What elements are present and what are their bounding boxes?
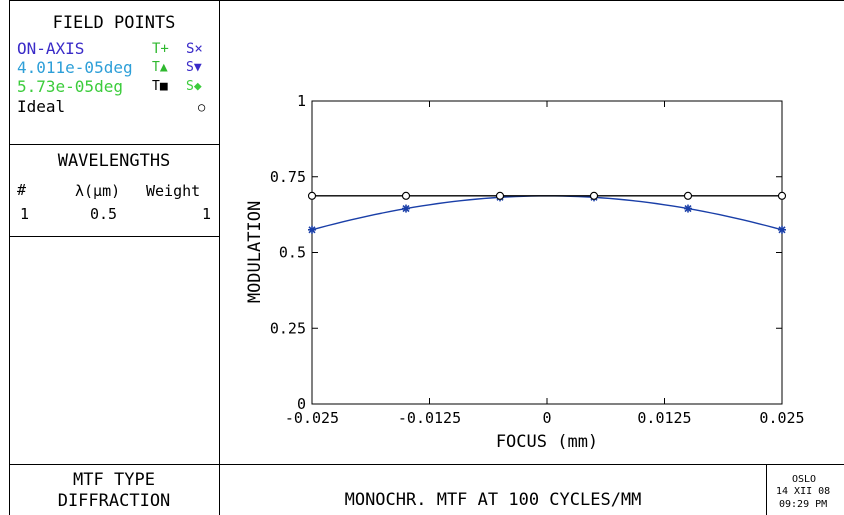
x-axis-label: FOCUS (mm) <box>496 432 598 452</box>
plot-caption: MONOCHR. MTF AT 100 CYCLES/MM <box>344 490 642 510</box>
wavelengths-title: WAVELENGTHS <box>57 151 171 171</box>
mtf-type-value: DIFFRACTION <box>57 491 171 511</box>
wavelength-header-weight: Weight <box>146 182 201 200</box>
field-points-title: FIELD POINTS <box>52 13 176 33</box>
mtf-point <box>308 225 316 234</box>
x-tick-label: 0 <box>542 409 551 427</box>
mtf-point <box>402 204 410 213</box>
x-tick-label: 0.025 <box>759 409 804 427</box>
x-tick-label: -0.025 <box>285 409 339 427</box>
mtf-through-focus-chart: -0.025 -0.0125 0 0.0125 0.025 0 0.25 0.5 0.75 1 F… <box>245 92 805 452</box>
mtf-point <box>778 225 786 234</box>
series-line <box>311 195 783 231</box>
sidebar-divider <box>219 0 220 515</box>
field-row-ideal-label: Ideal <box>17 97 66 116</box>
y-tick-label: 1 <box>297 92 306 110</box>
mtf-point-stroke <box>402 204 410 213</box>
mtf-point-stroke <box>778 226 786 234</box>
plot-area-border <box>311 100 783 405</box>
stamp-divider <box>766 464 767 515</box>
wavelength-row-index: 1 <box>20 205 30 223</box>
ideal-point <box>495 191 505 200</box>
frame-left-border <box>9 0 10 515</box>
field-row-3-label: 5.73e-05deg <box>17 77 123 96</box>
ideal-point <box>683 191 693 200</box>
field-points-separator <box>9 144 219 145</box>
wavelength-header-index: # <box>17 181 27 199</box>
field-row-on-axis-label: ON-AXIS <box>17 39 85 58</box>
field-row-on-axis-s-marker: S× <box>186 41 203 57</box>
x-tick-label: 0.0125 <box>637 409 691 427</box>
ideal-point <box>401 191 411 200</box>
frame-top-border <box>9 0 844 1</box>
y-tick-label: 0.25 <box>270 319 306 337</box>
stamp-time: 09:29 PM <box>779 499 828 510</box>
x-tick-label: -0.0125 <box>398 409 461 427</box>
mtf-point-stroke <box>308 226 316 234</box>
y-tick-label: 0.75 <box>270 168 306 186</box>
footer-separator <box>9 464 844 465</box>
mtf-point-stroke <box>684 204 692 213</box>
y-axis-label: MODULATION <box>245 201 265 303</box>
ideal-point <box>589 191 599 200</box>
wavelengths-separator <box>9 236 219 237</box>
mtf-point <box>684 204 692 213</box>
wavelength-row-weight: 1 <box>202 205 212 223</box>
field-row-2-t-marker: T▲ <box>152 60 168 75</box>
wavelength-header-lambda: λ(μm) <box>75 182 121 200</box>
stamp-app: OSLO <box>792 474 817 485</box>
field-row-3-s-marker: S◆ <box>186 79 202 94</box>
field-row-3-t-marker: T■ <box>152 79 168 94</box>
wavelength-row-lambda: 0.5 <box>90 205 118 223</box>
ideal-point <box>307 191 317 200</box>
y-tick-label: 0.5 <box>279 244 306 262</box>
field-row-ideal-s-marker: ○ <box>198 100 206 114</box>
field-row-2-label: 4.011e-05deg <box>17 58 133 77</box>
ideal-point <box>777 191 787 200</box>
mtf-type-label: MTF TYPE <box>73 470 155 490</box>
field-row-2-s-marker: S▼ <box>186 60 202 75</box>
y-tick-label: 0 <box>297 395 306 413</box>
field-row-on-axis-t-marker: T+ <box>152 41 169 57</box>
stamp-date: 14 XII 08 <box>776 486 831 497</box>
